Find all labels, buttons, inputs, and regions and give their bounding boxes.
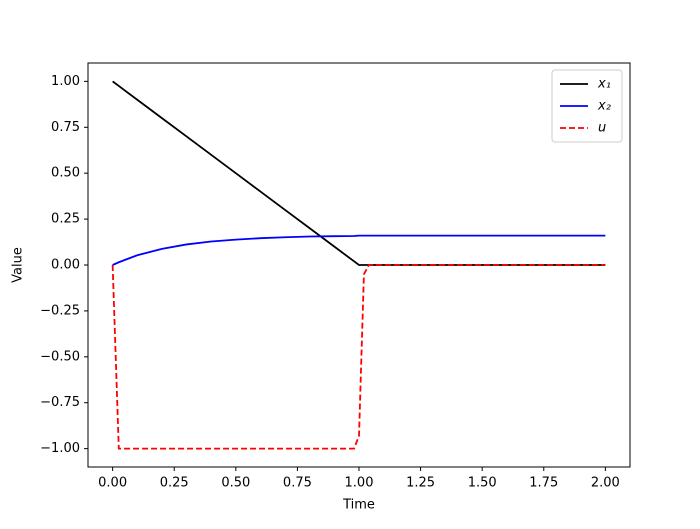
series-line bbox=[112, 234, 606, 266]
x-tick-label: 0.25 bbox=[160, 476, 189, 491]
y-tick-label: 0.25 bbox=[51, 212, 80, 227]
y-tick-label: 0.75 bbox=[51, 120, 80, 135]
y-tick-label: 0.00 bbox=[51, 258, 80, 273]
y-tick-label: 1.00 bbox=[51, 74, 80, 89]
x-tick-label: 1.75 bbox=[529, 476, 558, 491]
x-tick-label: 1.25 bbox=[406, 476, 435, 491]
legend-label: x₁ bbox=[597, 77, 611, 92]
y-tick-label: 0.50 bbox=[51, 166, 80, 181]
legend-label: u bbox=[598, 121, 606, 136]
y-tick-label: −0.75 bbox=[40, 395, 80, 410]
x-tick-label: 0.75 bbox=[283, 476, 312, 491]
y-tick-label: −0.50 bbox=[40, 349, 80, 364]
y-axis-label: Value bbox=[11, 247, 26, 283]
legend-label: x₂ bbox=[597, 99, 611, 114]
series-line bbox=[111, 264, 606, 450]
y-tick-label: −1.00 bbox=[40, 441, 80, 456]
x-tick-label: 2.00 bbox=[591, 476, 620, 491]
x-tick-label: 1.00 bbox=[345, 476, 374, 491]
x-tick-label: 1.50 bbox=[468, 476, 497, 491]
x-tick-label: 0.00 bbox=[98, 476, 127, 491]
x-axis-label: Time bbox=[342, 498, 375, 513]
x-tick-label: 0.50 bbox=[221, 476, 250, 491]
y-tick-label: −0.25 bbox=[40, 303, 80, 318]
